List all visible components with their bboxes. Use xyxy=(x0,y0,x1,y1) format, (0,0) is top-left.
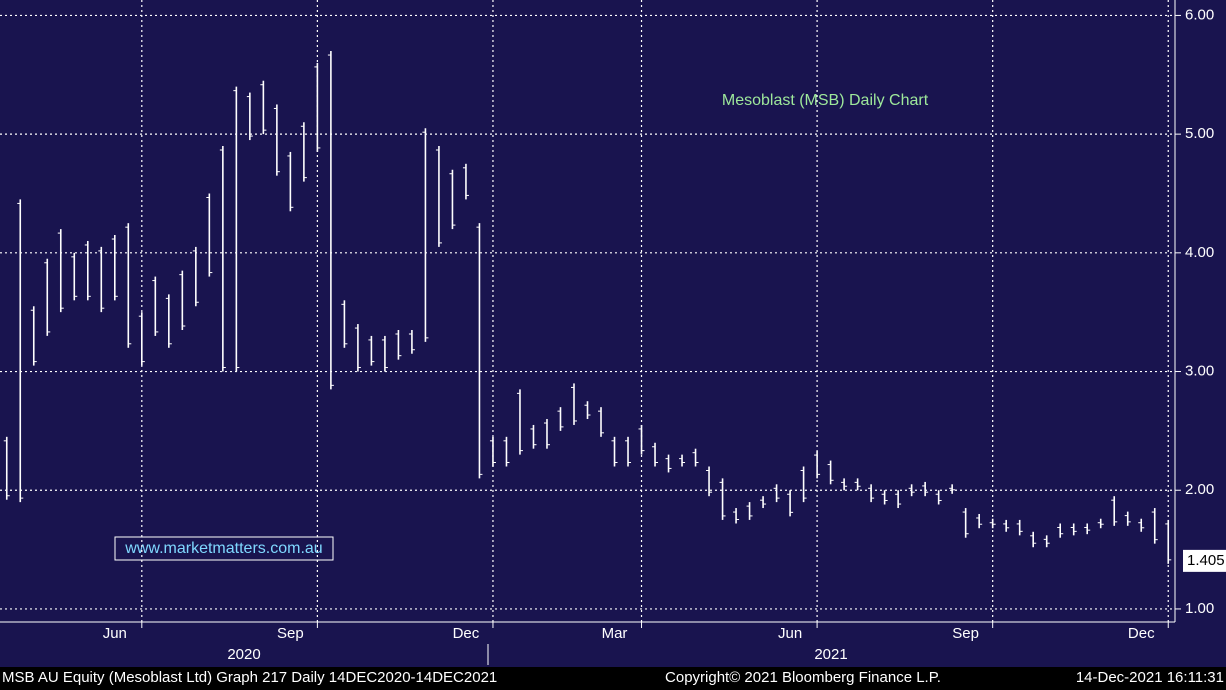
footer-center: Copyright© 2021 Bloomberg Finance L.P. xyxy=(665,669,941,686)
watermark: www.marketmatters.com.au xyxy=(124,540,322,557)
year-label: 2020 xyxy=(227,646,260,663)
footer-left: MSB AU Equity (Mesoblast Ltd) Graph 217 … xyxy=(2,669,497,686)
y-tick-label: 2.00 xyxy=(1185,481,1214,498)
x-tick-label: Sep xyxy=(952,625,979,642)
watermark-box xyxy=(114,536,334,561)
y-tick-label: 1.00 xyxy=(1185,600,1214,617)
footer-right: 14-Dec-2021 16:11:31 xyxy=(1076,669,1224,686)
year-label: 2021 xyxy=(814,646,847,663)
x-tick-label: Sep xyxy=(277,625,304,642)
y-tick-label: 4.00 xyxy=(1185,244,1214,261)
background xyxy=(0,0,1226,667)
x-tick-label: Jun xyxy=(778,625,802,642)
x-tick-label: Jun xyxy=(103,625,127,642)
last-value-label: 1.405 xyxy=(1187,552,1225,569)
y-tick-label: 6.00 xyxy=(1185,6,1214,23)
last-value-box xyxy=(1183,549,1226,572)
x-tick-label: Mar xyxy=(602,625,628,642)
x-tick-label: Dec xyxy=(1128,625,1155,642)
y-tick-label: 5.00 xyxy=(1185,125,1214,142)
footer: MSB AU Equity (Mesoblast Ltd) Graph 217 … xyxy=(2,669,1224,686)
x-tick-label: Dec xyxy=(453,625,480,642)
chart-title: Mesoblast (MSB) Daily Chart xyxy=(722,92,929,109)
y-tick-label: 3.00 xyxy=(1185,363,1214,380)
